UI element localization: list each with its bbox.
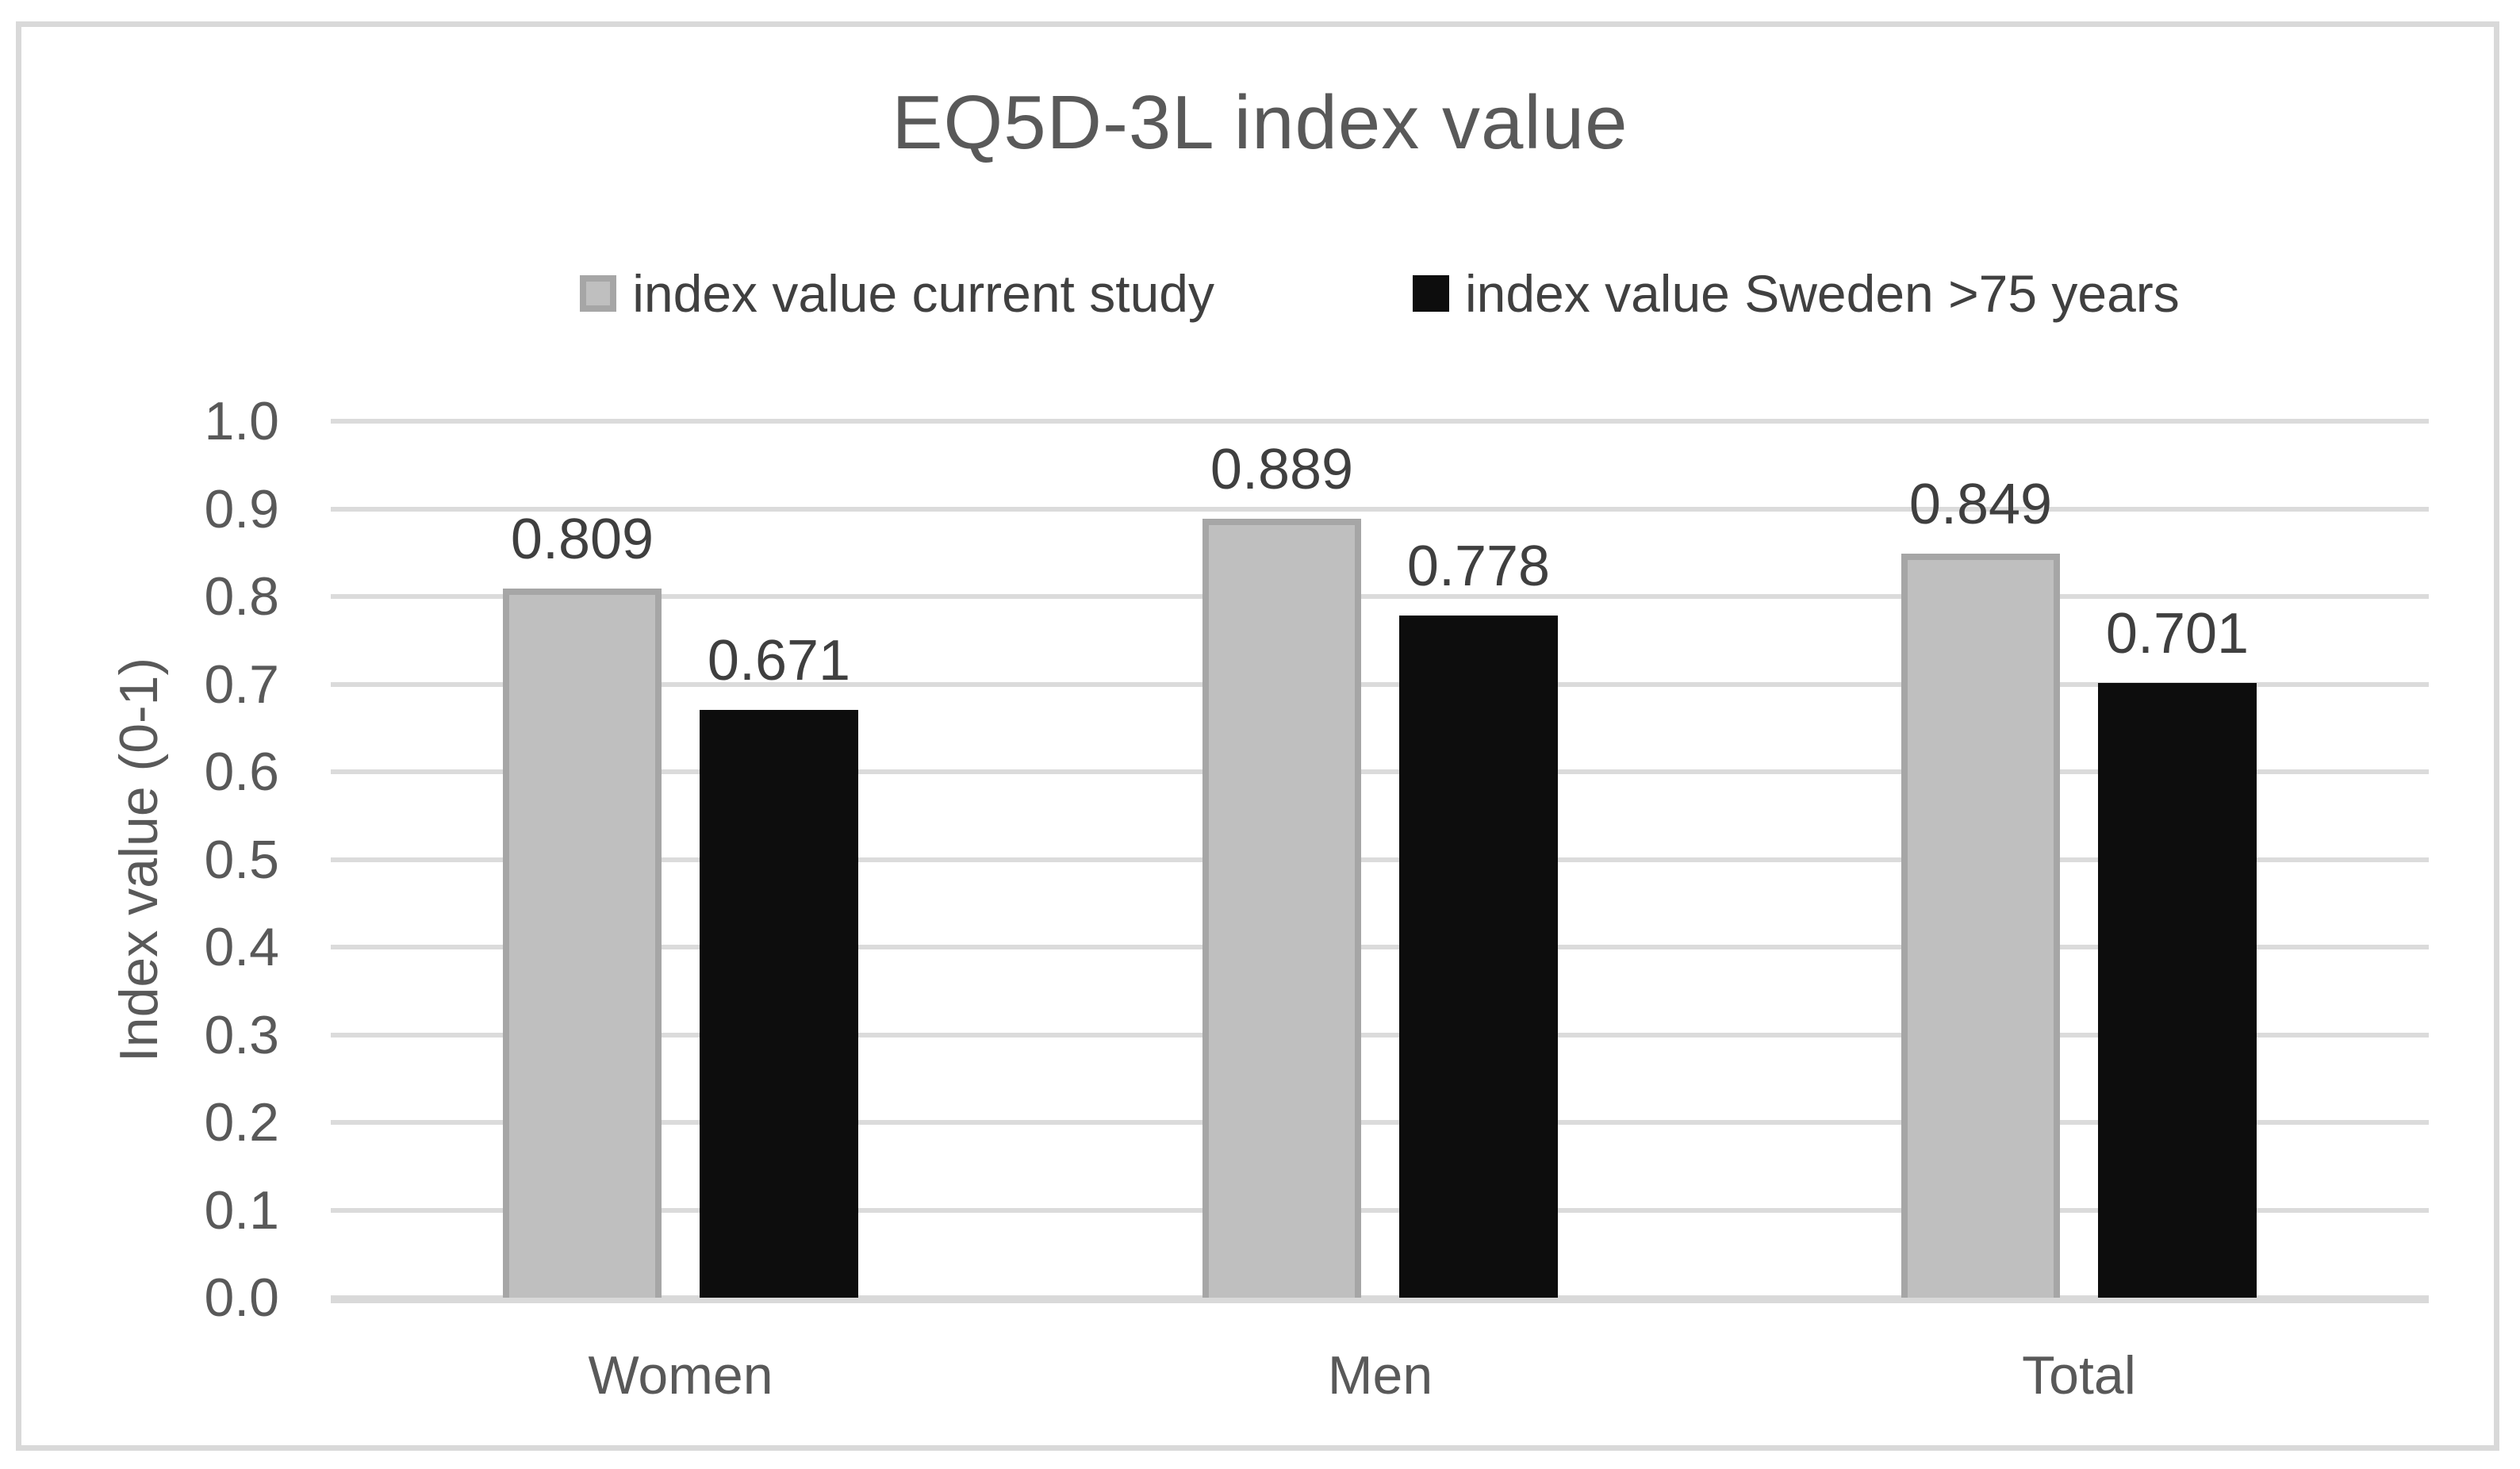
legend-item-sweden: index value Sweden >75 years	[1412, 263, 2180, 324]
y-tick-label: 0.4	[204, 917, 279, 977]
data-label-men-sweden: 0.778	[1406, 535, 1551, 598]
y-tick-label: 0.5	[204, 830, 279, 890]
data-label-total-sweden: 0.701	[2105, 602, 2250, 665]
legend-label: index value Sweden >75 years	[1464, 264, 2180, 323]
gridline-y-0.3	[331, 1033, 2429, 1038]
y-axis-tick-labels: 1.0 0.9 0.8 0.7 0.6 0.5 0.4 0.3 0.2 0.1 0.0	[0, 0, 279, 1469]
gridline-y-0.6	[331, 769, 2429, 774]
bar-total-current-study	[1901, 554, 2060, 1298]
data-label-women-sweden: 0.671	[707, 629, 851, 692]
x-category-label-total: Total	[2022, 1345, 2136, 1406]
gridline-y-0.1	[331, 1208, 2429, 1213]
x-category-label-men: Men	[1327, 1345, 1433, 1406]
y-tick-label: 0.8	[204, 566, 279, 627]
legend-swatch-gray-icon	[580, 275, 617, 312]
y-tick-label: 0.7	[204, 654, 279, 715]
legend-swatch-black-icon	[1412, 275, 1449, 312]
y-tick-label: 0.1	[204, 1180, 279, 1241]
x-axis-category-labels: Women Men Total	[331, 1344, 2429, 1407]
gridline-y-0.5	[331, 857, 2429, 862]
bar-women-current-study	[503, 589, 662, 1298]
bar-men-current-study	[1202, 519, 1361, 1298]
bar-men-sweden	[1399, 616, 1558, 1298]
data-label-women-current-study: 0.809	[510, 508, 654, 571]
bar-total-sweden	[2098, 683, 2257, 1298]
gridline-y-0.9	[331, 507, 2429, 512]
chart-title: EQ5D-3L index value	[892, 80, 1628, 165]
y-tick-label: 0.9	[204, 479, 279, 539]
data-label-men-current-study: 0.889	[1210, 438, 1354, 501]
y-tick-label: 0.2	[204, 1092, 279, 1153]
legend-label: index value current study	[632, 264, 1214, 323]
y-tick-label: 0.0	[204, 1268, 279, 1328]
y-tick-label: 1.0	[204, 391, 279, 451]
legend-item-current-study: index value current study	[580, 263, 1214, 324]
y-tick-label: 0.6	[204, 742, 279, 802]
bar-women-sweden	[700, 710, 858, 1298]
x-axis-line	[331, 1296, 2429, 1303]
data-label-total-current-study: 0.849	[1908, 473, 2053, 536]
gridline-y-0.7	[331, 682, 2429, 687]
gridline-y-0.8	[331, 594, 2429, 599]
x-category-label-women: Women	[588, 1345, 773, 1406]
y-tick-label: 0.3	[204, 1005, 279, 1065]
plot-area: 0.809 0.671 0.889 0.778 0.849 0.701	[331, 419, 2429, 1303]
legend: index value current study index value Sw…	[331, 263, 2429, 324]
gridline-y-0.2	[331, 1120, 2429, 1125]
gridline-y-1.0	[331, 419, 2429, 424]
gridline-y-0.4	[331, 945, 2429, 949]
